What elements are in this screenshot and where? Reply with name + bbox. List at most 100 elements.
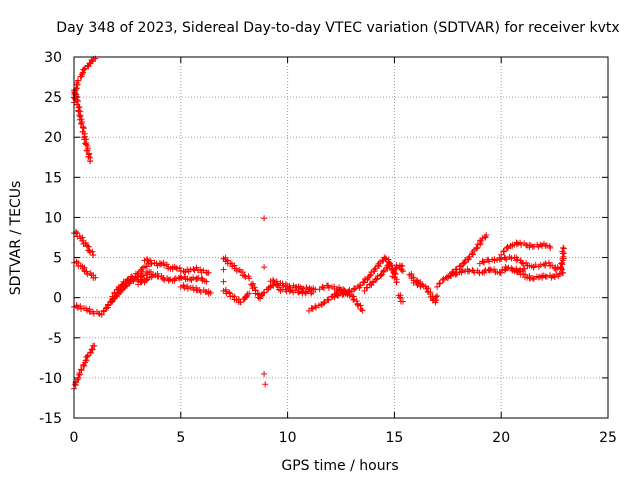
- data-point: [399, 268, 406, 275]
- data-point: [337, 286, 344, 293]
- data-point: [261, 215, 268, 222]
- data-point: [440, 276, 447, 283]
- data-point: [243, 293, 250, 300]
- data-point: [89, 248, 96, 255]
- data-point: [325, 297, 332, 304]
- data-point: [353, 298, 360, 305]
- data-point: [491, 257, 498, 264]
- data-point: [367, 272, 374, 279]
- data-point: [81, 65, 88, 72]
- data-point: [399, 262, 406, 269]
- data-point: [334, 292, 341, 299]
- data-point: [148, 260, 155, 267]
- grid-lines: [74, 57, 608, 418]
- data-point: [398, 266, 405, 273]
- data-point: [257, 295, 264, 302]
- data-point: [254, 290, 261, 297]
- data-point: [147, 257, 154, 264]
- data-point: [417, 283, 424, 290]
- data-point: [135, 270, 142, 277]
- data-point: [83, 268, 90, 275]
- data-point: [432, 293, 439, 300]
- data-point: [312, 303, 319, 310]
- data-point: [90, 252, 97, 259]
- data-point: [359, 307, 366, 314]
- data-point: [187, 266, 194, 273]
- data-point: [220, 278, 227, 285]
- data-point: [491, 266, 498, 273]
- data-point: [362, 275, 369, 282]
- plot-frame: [73, 56, 609, 419]
- data-point: [556, 271, 563, 278]
- data-point: [75, 77, 82, 84]
- data-point: [226, 289, 233, 296]
- data-point: [178, 274, 185, 281]
- data-point: [545, 259, 552, 266]
- data-point: [111, 289, 118, 296]
- data-point: [480, 258, 487, 265]
- data-point: [98, 311, 105, 318]
- data-point: [396, 294, 403, 301]
- data-point: [138, 279, 145, 286]
- data-point: [373, 276, 380, 283]
- data-point: [84, 147, 91, 154]
- data-point: [157, 261, 164, 268]
- data-point: [390, 268, 397, 275]
- data-point: [559, 266, 566, 273]
- data-point: [483, 232, 490, 239]
- data-point: [378, 271, 385, 278]
- data-point: [308, 305, 315, 312]
- y-tick-label: 20: [44, 130, 62, 146]
- data-point: [393, 279, 400, 286]
- data-point: [478, 238, 485, 245]
- y-tick-label: -15: [39, 411, 62, 427]
- data-point: [501, 248, 508, 255]
- data-point: [345, 289, 352, 296]
- data-point: [161, 262, 168, 269]
- data-point: [197, 266, 204, 273]
- data-point: [233, 267, 240, 274]
- data-point: [81, 66, 88, 73]
- data-point: [325, 282, 332, 289]
- data-point: [458, 269, 465, 276]
- x-tick-labels: 0 5 10 15 20 25: [70, 430, 617, 446]
- data-point: [549, 262, 556, 269]
- data-point: [361, 287, 368, 294]
- data-point: [77, 303, 84, 310]
- data-point: [434, 293, 441, 300]
- x-tick-label: 5: [176, 430, 185, 446]
- data-point: [350, 296, 357, 303]
- data-point: [364, 284, 371, 291]
- x-tick-label: 15: [385, 430, 403, 446]
- data-point: [416, 280, 423, 287]
- data-point: [82, 239, 89, 246]
- data-point: [471, 269, 478, 276]
- data-point: [320, 285, 327, 292]
- x-tick-label: 25: [599, 430, 617, 446]
- y-axis-label: SDTVAR / TECUs: [8, 181, 24, 296]
- y-tick-label: 15: [44, 170, 62, 186]
- data-point: [86, 247, 93, 254]
- data-point: [109, 293, 116, 300]
- data-point: [532, 262, 539, 269]
- data-point: [378, 272, 385, 279]
- data-point: [190, 274, 197, 281]
- data-point: [368, 269, 375, 276]
- data-point: [529, 274, 536, 281]
- data-point: [207, 289, 214, 296]
- data-point: [560, 244, 567, 251]
- data-point: [447, 272, 454, 279]
- data-point: [502, 254, 509, 261]
- data-point: [143, 275, 150, 282]
- data-point: [497, 269, 504, 276]
- data-point: [91, 342, 98, 349]
- data-point: [84, 353, 91, 360]
- data-point: [148, 274, 155, 281]
- data-points: [70, 55, 568, 392]
- data-point: [92, 274, 99, 281]
- data-point: [537, 261, 544, 268]
- data-point: [103, 305, 110, 312]
- y-tick-label: 0: [53, 291, 62, 307]
- data-point: [80, 125, 87, 132]
- data-point: [461, 260, 468, 267]
